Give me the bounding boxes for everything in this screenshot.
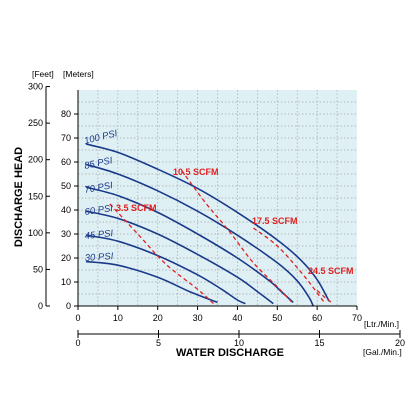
- y-tick-meters-label: 80: [61, 109, 71, 119]
- y-axis-title: DISCHARGE HEAD: [13, 147, 25, 247]
- psi-curves: [85, 143, 330, 307]
- x-tick-ltr-label: 0: [75, 313, 80, 323]
- x-unit-secondary: [Gal./Min.]: [363, 347, 402, 357]
- y-tick-feet-label: 50: [33, 264, 43, 274]
- x-tick-ltr-label: 60: [312, 313, 322, 323]
- y-tick-feet-label: 0: [38, 301, 43, 311]
- curve-10-5-scfm: [181, 170, 294, 305]
- x-tick-ltr-label: 10: [113, 313, 123, 323]
- x-tick-gal-label: 0: [75, 338, 80, 348]
- y-tick-meters-label: 50: [61, 181, 71, 191]
- y-tick-feet-label: 150: [28, 191, 43, 201]
- curve-60-psi: [85, 210, 274, 305]
- label-60-psi: 60 PSI: [84, 203, 114, 218]
- curve-100-psi: [85, 143, 330, 302]
- y-tick-feet-label: 250: [28, 118, 43, 128]
- label-30-psi: 30 PSI: [84, 251, 114, 264]
- y-tick-meters-label: 60: [61, 157, 71, 167]
- y-unit-feet: [Feet]: [32, 69, 54, 79]
- y-tick-meters-label: 40: [61, 205, 71, 215]
- label-70-psi: 70 PSI: [84, 180, 114, 196]
- curve-24-5-scfm: [316, 289, 334, 305]
- y-tick-meters-label: 0: [66, 301, 71, 311]
- label-3-5-scfm: 3.5 SCFM: [116, 203, 157, 213]
- scfm-curves: [109, 170, 334, 305]
- curve-30-psi: [85, 260, 218, 304]
- axis-units: [Feet] [Meters] [Ltr./Min.] [Gal./Min.]: [32, 69, 402, 357]
- y-tick-feet-label: 100: [28, 228, 43, 238]
- x-tick-ltr-label: 30: [193, 313, 203, 323]
- x-tick-gal-label: 20: [395, 338, 405, 348]
- x-axis-title: WATER DISCHARGE: [176, 347, 284, 359]
- x-tick-ltr-label: 50: [272, 313, 282, 323]
- x-tick-ltr-label: 70: [352, 313, 362, 323]
- x-tick-ltr-label: 40: [232, 313, 242, 323]
- curve-85-psi: [85, 163, 314, 307]
- label-45-psi: 45 PSI: [84, 228, 114, 242]
- y-tick-feet-label: 200: [28, 155, 43, 165]
- y-tick-feet-label: 300: [28, 82, 43, 92]
- y-tick-meters-label: 70: [61, 133, 71, 143]
- x-tick-gal-label: 15: [314, 338, 324, 348]
- x-tick-gal-label: 10: [234, 338, 244, 348]
- curve-17-5-scfm: [253, 227, 326, 304]
- label-10-5-scfm: 10.5 SCFM: [173, 167, 219, 177]
- curve-45-psi: [85, 234, 246, 305]
- x-unit-primary: [Ltr./Min.]: [364, 319, 399, 329]
- x-tick-gal-label: 5: [156, 338, 161, 348]
- y-unit-meters: [Meters]: [63, 69, 94, 79]
- y-tick-meters-label: 10: [61, 277, 71, 287]
- label-17-5-scfm: 17.5 SCFM: [252, 216, 298, 226]
- y-tick-meters-label: 20: [61, 253, 71, 263]
- axes: [45, 86, 400, 335]
- y-tick-meters-label: 30: [61, 229, 71, 239]
- x-tick-ltr-label: 20: [153, 313, 163, 323]
- label-24-5-scfm: 24.5 SCFM: [308, 266, 354, 276]
